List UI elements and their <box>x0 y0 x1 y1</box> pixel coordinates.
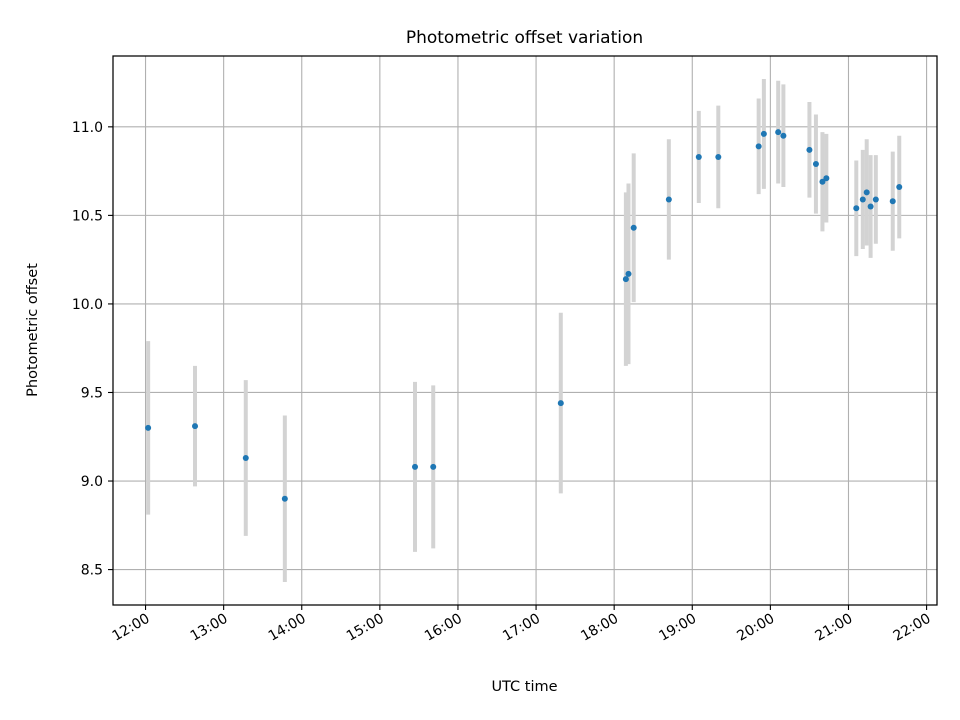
data-point <box>889 198 896 205</box>
data-point <box>430 463 437 470</box>
data-point <box>695 153 702 160</box>
chart-title: Photometric offset variation <box>406 28 643 48</box>
data-point <box>630 224 637 231</box>
data-points <box>145 129 903 502</box>
data-point <box>896 184 903 191</box>
data-point <box>863 189 870 196</box>
y-tick-label: 9.0 <box>81 474 103 490</box>
data-point <box>755 143 762 150</box>
data-point <box>665 196 672 203</box>
y-axis-ticks: 8.5 9.0 9.5 10.0 10.5 11.0 <box>72 120 113 579</box>
data-point <box>760 130 767 137</box>
data-point <box>775 129 782 136</box>
data-point <box>819 178 826 185</box>
data-point <box>192 423 199 430</box>
data-point <box>812 161 819 168</box>
plot-frame <box>112 55 938 606</box>
data-point <box>715 153 722 160</box>
data-point <box>622 276 629 283</box>
data-point <box>281 495 288 502</box>
y-axis-label: Photometric offset <box>25 263 41 397</box>
data-point <box>806 146 813 153</box>
data-point <box>780 132 787 139</box>
data-point <box>557 400 564 407</box>
data-point <box>867 203 874 210</box>
data-point <box>145 424 152 431</box>
grid <box>113 56 937 605</box>
y-tick-label: 10.5 <box>72 208 103 224</box>
y-tick-label: 11.0 <box>72 120 103 136</box>
data-point <box>872 196 879 203</box>
data-point <box>853 205 860 212</box>
x-axis-ticks: 12:00 13:00 14:00 15:00 16:00 17:00 18:00 19:00… <box>110 605 934 645</box>
data-point <box>242 455 249 462</box>
y-tick-label: 10.0 <box>72 297 103 313</box>
data-point <box>625 270 632 277</box>
data-point <box>412 463 419 470</box>
y-tick-label: 9.5 <box>81 385 103 401</box>
y-tick-label: 8.5 <box>81 563 103 579</box>
x-axis-label: UTC time <box>491 679 557 695</box>
data-point <box>859 196 866 203</box>
data-point <box>823 175 830 182</box>
